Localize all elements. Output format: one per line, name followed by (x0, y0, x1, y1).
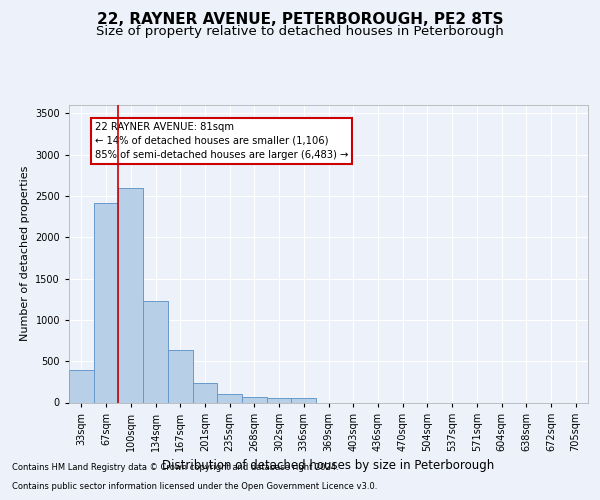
Bar (267, 398, 292, 402)
Bar (118, 188, 143, 402)
Bar (143, 301, 168, 402)
Bar (292, 398, 316, 402)
Text: Size of property relative to detached houses in Peterborough: Size of property relative to detached ho… (96, 25, 504, 38)
Y-axis label: Number of detached properties: Number of detached properties (20, 166, 29, 342)
Bar (168, 350, 193, 403)
Text: 22 RAYNER AVENUE: 81sqm
← 14% of detached houses are smaller (1,106)
85% of semi: 22 RAYNER AVENUE: 81sqm ← 14% of detache… (95, 122, 349, 160)
Bar (94, 202, 118, 402)
Bar (69, 370, 94, 402)
Text: Contains public sector information licensed under the Open Government Licence v3: Contains public sector information licen… (12, 482, 377, 491)
Bar (217, 394, 242, 402)
X-axis label: Distribution of detached houses by size in Peterborough: Distribution of detached houses by size … (163, 459, 494, 472)
Bar (193, 382, 217, 402)
Text: 22, RAYNER AVENUE, PETERBOROUGH, PE2 8TS: 22, RAYNER AVENUE, PETERBOROUGH, PE2 8TS (97, 12, 503, 28)
Bar (242, 397, 267, 402)
Text: Contains HM Land Registry data © Crown copyright and database right 2024.: Contains HM Land Registry data © Crown c… (12, 464, 338, 472)
